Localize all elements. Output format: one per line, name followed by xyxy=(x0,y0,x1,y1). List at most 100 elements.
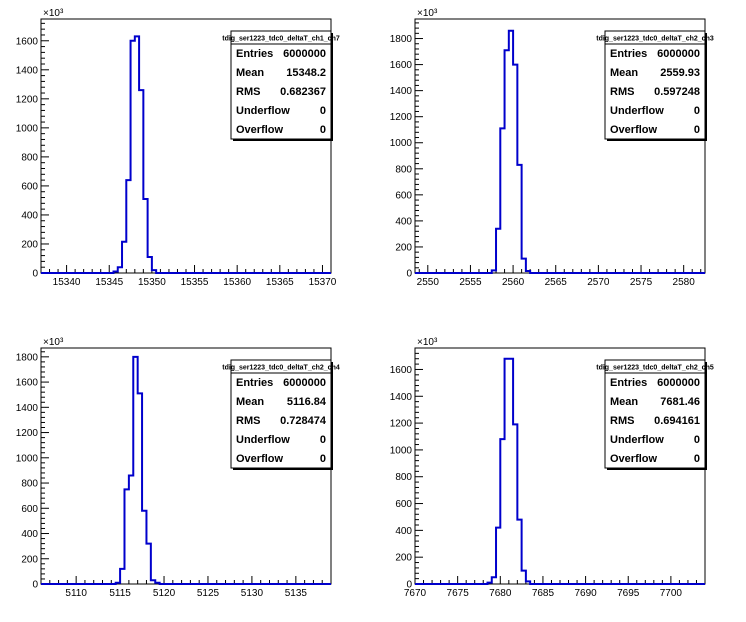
y-tick-label: 1200 xyxy=(390,419,413,430)
stats-mean-label: Mean xyxy=(610,396,638,408)
x-tick-label: 2550 xyxy=(417,277,440,288)
y-tick-label: 1600 xyxy=(16,36,39,47)
stats-entries-value: 6000000 xyxy=(283,48,326,60)
stats-overflow-label: Overflow xyxy=(610,124,658,136)
stats-mean-label: Mean xyxy=(236,67,264,79)
x-tick-label: 2570 xyxy=(587,277,610,288)
stats-rms-label: RMS xyxy=(610,415,634,427)
stats-title: tdig_ser1223_tdc0_deltaT_ch2_ch3 xyxy=(596,36,714,43)
stats-overflow-label: Overflow xyxy=(236,124,284,136)
y-tick-label: 200 xyxy=(21,554,38,565)
stats-mean-value: 5116.84 xyxy=(287,396,327,408)
stats-mean-value: 7681.46 xyxy=(660,396,700,408)
stats-box-frame xyxy=(230,359,332,469)
x-tick-label: 15365 xyxy=(266,277,294,288)
stats-entries-label: Entries xyxy=(610,48,647,60)
y-tick-label: 200 xyxy=(395,242,412,253)
histogram-panel-4: 0 200 400 600 800 1000 1200 1400 1600 7670 7675 768… xyxy=(390,337,714,599)
stats-underflow-value: 0 xyxy=(320,105,326,117)
x-tick-label: 5130 xyxy=(241,588,264,599)
stats-overflow-value: 0 xyxy=(320,124,326,136)
stats-rms-label: RMS xyxy=(610,86,634,98)
histogram-panel-2: 0 200 400 600 800 1000 1200 1400 1600 1800 2550 255… xyxy=(390,8,714,288)
stats-overflow-label: Overflow xyxy=(236,453,284,465)
y-tick-label: 600 xyxy=(21,504,38,515)
y-tick-label: 600 xyxy=(395,499,412,510)
stats-rms-label: RMS xyxy=(236,415,260,427)
stats-underflow-label: Underflow xyxy=(236,434,290,446)
y-tick-label: 800 xyxy=(395,164,412,175)
y-tick-label: 1600 xyxy=(16,378,39,389)
stats-mean-value: 2559.93 xyxy=(660,67,700,79)
x-tick-label: 2555 xyxy=(459,277,482,288)
stats-box-frame xyxy=(604,30,706,140)
stats-title: tdig_ser1223_tdc0_deltaT_ch1_ch7 xyxy=(222,36,340,43)
stats-box: tdig_ser1223_tdc0_deltaT_ch2_ch4 Entries 6… xyxy=(222,359,340,470)
y-tick-label: 1000 xyxy=(390,138,413,149)
y-tick-label: 800 xyxy=(21,152,38,163)
stats-rms-value: 0.694161 xyxy=(654,415,700,427)
y-multiplier-label: ×10³ xyxy=(43,8,64,19)
y-tick-label: 1200 xyxy=(16,428,39,439)
x-tick-label: 15340 xyxy=(53,277,81,288)
y-tick-label: 400 xyxy=(395,216,412,227)
stats-rms-label: RMS xyxy=(236,86,260,98)
histogram-line xyxy=(415,29,705,274)
stats-rms-value: 0.597248 xyxy=(654,86,700,98)
y-tick-label: 1800 xyxy=(16,352,39,363)
x-tick-label: 15345 xyxy=(95,277,123,288)
stats-overflow-value: 0 xyxy=(694,124,700,136)
y-tick-label: 1000 xyxy=(16,123,39,134)
stats-mean-label: Mean xyxy=(236,396,264,408)
x-tick-label: 5120 xyxy=(153,588,176,599)
y-tick-label: 200 xyxy=(21,239,38,250)
y-tick-label: 0 xyxy=(32,580,38,591)
x-tick-label: 15355 xyxy=(181,277,209,288)
x-tick-label: 7700 xyxy=(660,588,683,599)
stats-entries-value: 6000000 xyxy=(657,377,700,389)
stats-overflow-value: 0 xyxy=(694,453,700,465)
stats-title: tdig_ser1223_tdc0_deltaT_ch2_ch4 xyxy=(222,365,340,372)
stats-box-frame xyxy=(230,30,332,140)
x-tick-label: 5110 xyxy=(65,588,87,599)
y-tick-label: 1000 xyxy=(390,445,413,456)
y-tick-label: 1600 xyxy=(390,60,413,71)
stats-rms-value: 0.728474 xyxy=(280,415,327,427)
stats-underflow-value: 0 xyxy=(694,434,700,446)
y-tick-label: 1400 xyxy=(390,392,413,403)
y-multiplier-label: ×10³ xyxy=(43,337,64,348)
stats-underflow-label: Underflow xyxy=(610,434,664,446)
stats-underflow-value: 0 xyxy=(320,434,326,446)
stats-box: tdig_ser1223_tdc0_deltaT_ch1_ch7 Entries 6… xyxy=(222,30,340,141)
histogram-line xyxy=(415,357,705,585)
stats-entries-label: Entries xyxy=(236,377,273,389)
y-tick-label: 600 xyxy=(21,181,38,192)
y-tick-label: 1800 xyxy=(390,34,413,45)
y-tick-label: 800 xyxy=(395,472,412,483)
stats-underflow-label: Underflow xyxy=(610,105,664,117)
stats-mean-label: Mean xyxy=(610,67,638,79)
y-multiplier-label: ×10³ xyxy=(417,8,438,19)
stats-rms-value: 0.682367 xyxy=(280,86,326,98)
y-tick-label: 1400 xyxy=(16,65,39,76)
histogram-line xyxy=(41,35,331,274)
y-tick-label: 0 xyxy=(406,269,412,280)
stats-underflow-label: Underflow xyxy=(236,105,290,117)
y-tick-label: 1200 xyxy=(16,94,39,105)
x-tick-label: 7670 xyxy=(404,588,427,599)
stats-overflow-label: Overflow xyxy=(610,453,658,465)
y-tick-label: 400 xyxy=(21,210,38,221)
x-tick-label: 2580 xyxy=(673,277,696,288)
y-tick-label: 1200 xyxy=(390,112,413,123)
histogram-line xyxy=(41,355,331,585)
y-tick-label: 1000 xyxy=(16,453,39,464)
y-tick-label: 1600 xyxy=(390,365,413,376)
x-tick-label: 5125 xyxy=(197,588,220,599)
y-tick-label: 800 xyxy=(21,479,38,490)
x-tick-label: 5135 xyxy=(285,588,308,599)
x-tick-label: 2565 xyxy=(545,277,568,288)
stats-overflow-value: 0 xyxy=(320,453,326,465)
x-tick-label: 7680 xyxy=(489,588,512,599)
x-tick-label: 5115 xyxy=(109,588,131,599)
stats-title: tdig_ser1223_tdc0_deltaT_ch2_ch5 xyxy=(596,365,714,372)
